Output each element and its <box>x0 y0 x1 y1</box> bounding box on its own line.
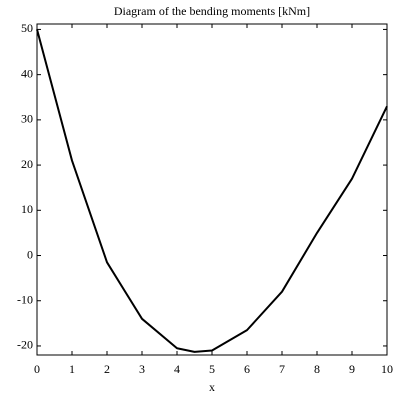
x-tick-label: 8 <box>314 362 320 376</box>
x-tick-label: 3 <box>139 362 145 376</box>
x-tick-label: 7 <box>279 362 285 376</box>
y-tick-label: 0 <box>27 247 33 261</box>
y-tick-label: 50 <box>21 21 33 35</box>
y-tick-label: 20 <box>21 157 33 171</box>
x-tick-label: 0 <box>34 362 40 376</box>
y-tick-label: -10 <box>17 292 33 306</box>
x-tick-label: 6 <box>244 362 250 376</box>
x-tick-label: 9 <box>349 362 355 376</box>
x-tick-label: 10 <box>381 362 393 376</box>
x-tick-label: 1 <box>69 362 75 376</box>
y-tick-label: 30 <box>21 112 33 126</box>
y-tick-label: -20 <box>17 338 33 352</box>
chart-title: Diagram of the bending moments [kNm] <box>114 4 310 18</box>
y-tick-label: 40 <box>21 66 33 80</box>
x-tick-label: 5 <box>209 362 215 376</box>
x-tick-label: 4 <box>174 362 180 376</box>
y-tick-label: 10 <box>21 202 33 216</box>
line <box>36 29 388 353</box>
x-axis-label: x <box>209 380 215 394</box>
x-tick-label: 2 <box>104 362 110 376</box>
